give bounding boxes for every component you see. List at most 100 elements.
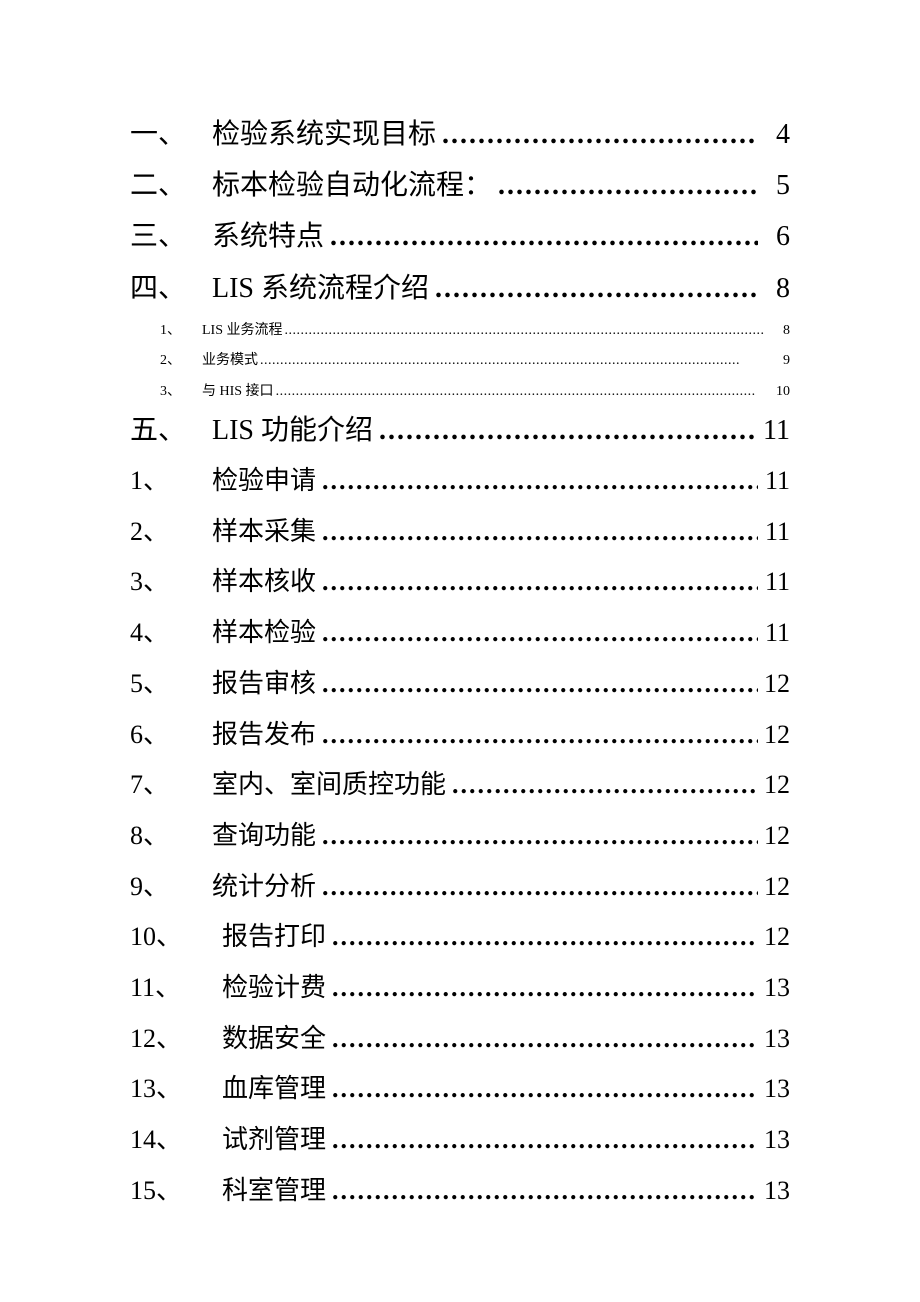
toc-entry: 8、查询功能..................................… (130, 817, 790, 855)
toc-page-number: 12 (758, 766, 790, 804)
toc-page-number: 11 (758, 513, 790, 551)
toc-page-number: 9 (770, 350, 790, 372)
toc-leader: ........................................… (326, 918, 758, 956)
toc-marker: 4、 (130, 614, 212, 652)
toc-title: 血库管理 (222, 1070, 326, 1108)
toc-leader: ........................................… (316, 462, 758, 500)
toc-title: 业务模式 (202, 350, 258, 372)
toc-leader: ........................................… (316, 817, 758, 855)
toc-page-number: 5 (758, 166, 790, 205)
toc-entry: 4、样本检验..................................… (130, 614, 790, 652)
toc-title: 统计分析 (212, 868, 316, 906)
toc-page-number: 10 (770, 381, 790, 403)
toc-page-number: 13 (758, 1172, 790, 1210)
toc-title: 科室管理 (222, 1172, 326, 1210)
toc-entry: 一、检验系统实现目标..............................… (130, 115, 790, 154)
toc-title: 数据安全 (222, 1020, 326, 1058)
toc-title: 检验计费 (222, 969, 326, 1007)
toc-page-number: 11 (758, 614, 790, 652)
toc-page-number: 12 (758, 868, 790, 906)
toc-title: 检验申请 (212, 462, 316, 500)
toc-entry: 2、业务模式..................................… (130, 350, 790, 372)
toc-leader: ........................................… (326, 1070, 758, 1108)
toc-leader: ........................................… (326, 969, 758, 1007)
toc-entry: 6、报告发布..................................… (130, 716, 790, 754)
toc-page-number: 12 (758, 918, 790, 956)
toc-page-number: 12 (758, 665, 790, 703)
toc-page-number: 13 (758, 969, 790, 1007)
toc-leader: ........................................… (326, 1020, 758, 1058)
toc-title: 查询功能 (212, 817, 316, 855)
toc-leader: ........................................… (324, 217, 758, 256)
toc-leader: ........................................… (373, 411, 758, 450)
toc-entry: 5、报告审核..................................… (130, 665, 790, 703)
toc-marker: 四、 (130, 269, 212, 308)
toc-marker: 10、 (130, 918, 222, 956)
toc-marker: 五、 (130, 411, 212, 450)
toc-title: 样本检验 (212, 614, 316, 652)
toc-entry: 二、标本检验自动化流程：............................… (130, 166, 790, 205)
toc-entry: 9、统计分析..................................… (130, 868, 790, 906)
toc-leader: ........................................… (446, 766, 758, 804)
toc-leader: ........................................… (326, 1121, 758, 1159)
toc-title: 报告审核 (212, 665, 316, 703)
toc-marker: 14、 (130, 1121, 222, 1159)
toc-leader: ........................................… (258, 350, 770, 372)
toc-page-number: 12 (758, 716, 790, 754)
toc-marker: 三、 (130, 217, 212, 256)
toc-leader: ........................................… (283, 320, 771, 342)
toc-page-number: 12 (758, 817, 790, 855)
toc-leader: ........................................… (316, 563, 758, 601)
toc-entry: 3、与 HIS 接口..............................… (130, 381, 790, 403)
toc-page-number: 13 (758, 1121, 790, 1159)
toc-title: 报告打印 (222, 918, 326, 956)
toc-page-number: 8 (758, 269, 790, 308)
toc-entry: 3、样本核收..................................… (130, 563, 790, 601)
toc-entry: 12、数据安全.................................… (130, 1020, 790, 1058)
toc-entry: 14、试剂管理.................................… (130, 1121, 790, 1159)
toc-marker: 13、 (130, 1070, 222, 1108)
toc-leader: ........................................… (326, 1172, 758, 1210)
toc-title: 室内、室间质控功能 (212, 766, 446, 804)
toc-entry: 13、血库管理.................................… (130, 1070, 790, 1108)
toc-leader: ........................................… (316, 513, 758, 551)
toc-marker: 6、 (130, 716, 212, 754)
toc-leader: ........................................… (492, 166, 758, 205)
toc-leader: ........................................… (316, 868, 758, 906)
toc-leader: ........................................… (316, 665, 758, 703)
toc-title: LIS 功能介绍 (212, 411, 373, 450)
toc-marker: 一、 (130, 115, 212, 154)
toc-marker: 2、 (130, 513, 212, 551)
toc-marker: 2、 (160, 350, 202, 372)
toc-entry: 1、LIS 业务流程..............................… (130, 320, 790, 342)
toc-marker: 11、 (130, 969, 222, 1007)
toc-title: 样本核收 (212, 563, 316, 601)
toc-title: 试剂管理 (222, 1121, 326, 1159)
toc-marker: 5、 (130, 665, 212, 703)
toc-marker: 12、 (130, 1020, 222, 1058)
toc-page-number: 13 (758, 1070, 790, 1108)
toc-marker: 7、 (130, 766, 212, 804)
toc-title: LIS 系统流程介绍 (212, 269, 429, 308)
toc-page-number: 13 (758, 1020, 790, 1058)
toc-entry: 2、样本采集..................................… (130, 513, 790, 551)
toc-title: 系统特点 (212, 217, 324, 256)
toc-marker: 3、 (160, 381, 202, 403)
toc-page-number: 11 (758, 462, 790, 500)
toc-entry: 四、LIS 系统流程介绍............................… (130, 269, 790, 308)
toc-marker: 3、 (130, 563, 212, 601)
toc-title: LIS 业务流程 (202, 320, 283, 342)
toc-entry: 15、科室管理.................................… (130, 1172, 790, 1210)
toc-leader: ........................................… (429, 269, 758, 308)
toc-leader: ........................................… (316, 614, 758, 652)
toc-entry: 1、检验申请..................................… (130, 462, 790, 500)
toc-title: 样本采集 (212, 513, 316, 551)
toc-entry: 7、室内、室间质控功能.............................… (130, 766, 790, 804)
toc-marker: 1、 (130, 462, 212, 500)
toc-marker: 9、 (130, 868, 212, 906)
toc-title: 检验系统实现目标 (212, 115, 436, 154)
table-of-contents: 一、检验系统实现目标..............................… (130, 115, 790, 1209)
toc-title: 与 HIS 接口 (202, 381, 274, 403)
toc-page-number: 4 (758, 115, 790, 154)
toc-page-number: 11 (758, 411, 790, 450)
